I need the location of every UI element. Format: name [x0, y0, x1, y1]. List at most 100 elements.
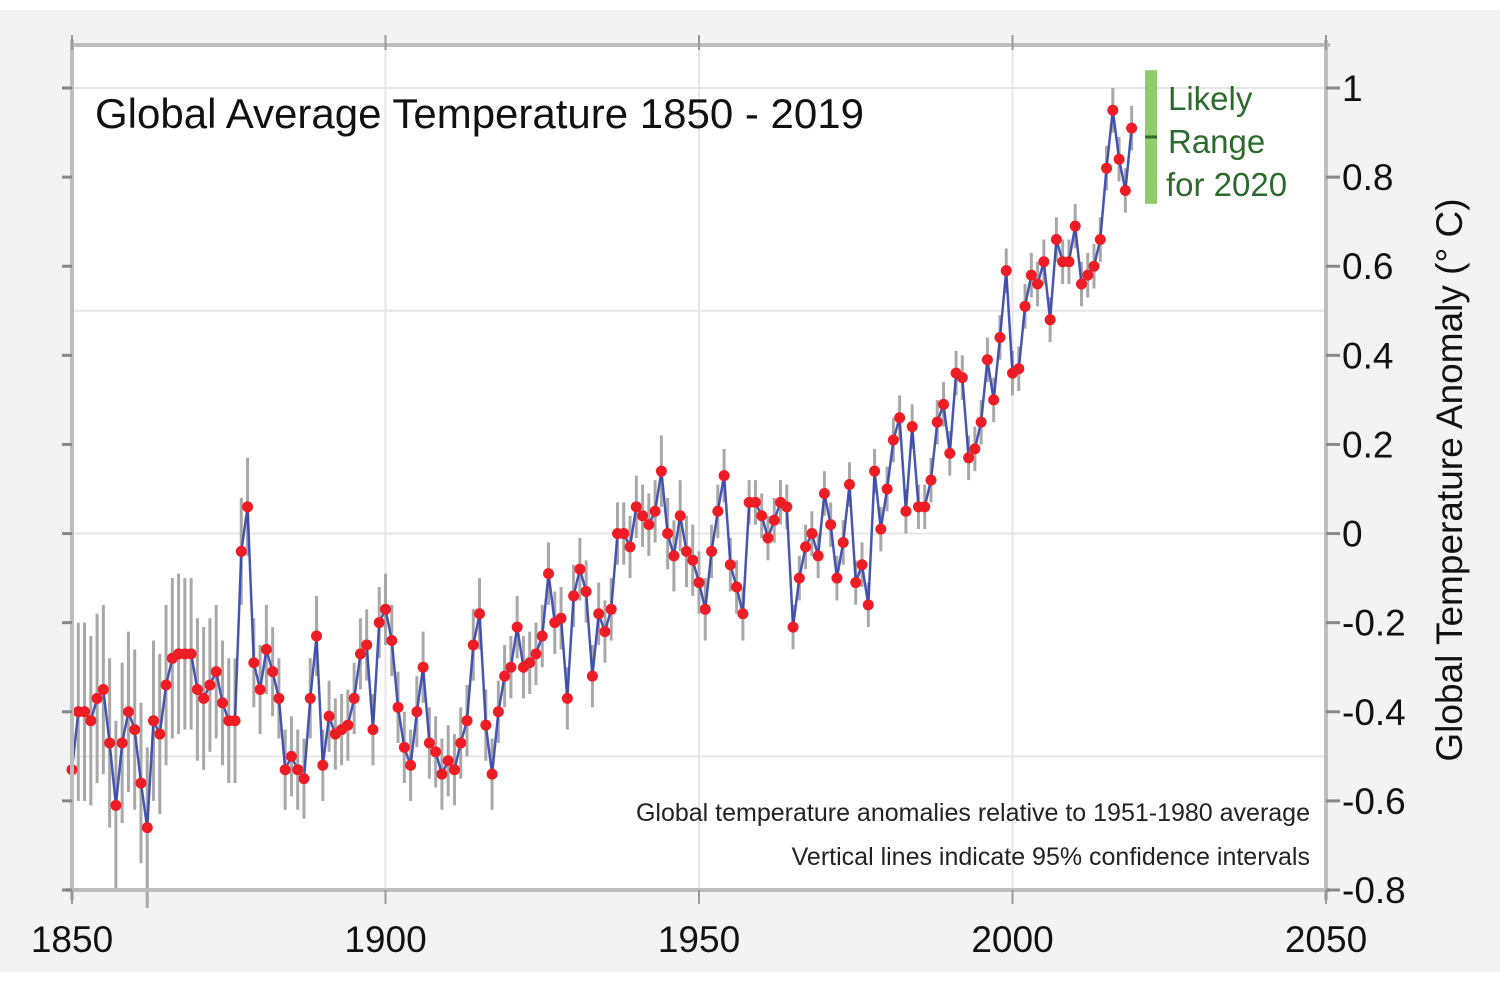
- data-point: [543, 568, 555, 580]
- data-point: [499, 670, 511, 682]
- y-tick-label: 1: [1342, 68, 1363, 109]
- data-point: [235, 545, 247, 557]
- data-point: [148, 715, 160, 727]
- data-point: [674, 510, 686, 522]
- x-tick-labels: 1850 1900 1950 2000 2050: [31, 919, 1367, 960]
- data-point: [505, 661, 517, 673]
- data-point: [398, 741, 410, 753]
- annotation-baseline: Global temperature anomalies relative to…: [636, 799, 1310, 827]
- data-point: [568, 590, 580, 602]
- data-point: [455, 737, 467, 749]
- data-point: [643, 519, 655, 531]
- data-point: [254, 684, 266, 695]
- data-point: [561, 692, 573, 704]
- data-point: [1050, 233, 1062, 245]
- data-point: [731, 581, 743, 593]
- data-point: [724, 559, 736, 571]
- data-point: [1126, 122, 1138, 134]
- data-point: [969, 443, 981, 455]
- x-tick-label: 2000: [971, 919, 1053, 960]
- data-point: [298, 773, 310, 785]
- y-tick-label: 0.8: [1342, 157, 1393, 198]
- data-point: [405, 759, 417, 771]
- y-tick-label: 0: [1342, 514, 1363, 555]
- data-point: [649, 505, 661, 517]
- data-point: [292, 764, 304, 776]
- data-point: [906, 421, 918, 433]
- data-point: [718, 470, 730, 482]
- data-point: [317, 759, 329, 771]
- chart-title: Global Average Temperature 1850 - 2019: [95, 90, 864, 137]
- data-point: [1088, 260, 1100, 272]
- likely-range-label-line2: Range: [1168, 123, 1265, 160]
- data-point: [699, 603, 711, 615]
- data-point: [831, 572, 843, 584]
- data-point: [574, 563, 586, 575]
- likely-range-2020: [1145, 70, 1157, 204]
- data-point: [323, 710, 335, 722]
- data-point: [630, 501, 642, 513]
- data-point: [104, 737, 116, 749]
- data-point: [423, 737, 435, 749]
- data-point: [1082, 269, 1094, 281]
- chart: 1850 1900 1950 2000 2050 1 0.8 0.6 0.4 0.2 0 -0.2 -…: [31, 35, 1470, 960]
- data-point: [806, 528, 818, 540]
- data-point: [925, 474, 937, 486]
- data-point: [869, 465, 881, 477]
- x-tick-label: 1900: [344, 919, 426, 960]
- data-point: [1069, 220, 1081, 232]
- data-point: [135, 777, 147, 789]
- data-point: [417, 661, 429, 673]
- y-tick-label: 0.4: [1342, 335, 1393, 376]
- data-point: [919, 501, 931, 513]
- data-point: [881, 483, 893, 495]
- data-point: [1113, 153, 1125, 165]
- data-point: [141, 822, 153, 834]
- data-point: [887, 434, 899, 446]
- data-point: [963, 452, 975, 464]
- y-tick-label: -0.2: [1342, 603, 1406, 644]
- data-point: [1032, 278, 1044, 290]
- data-point: [85, 715, 97, 727]
- data-point: [749, 496, 761, 508]
- data-point: [988, 394, 1000, 406]
- data-point: [122, 706, 134, 718]
- data-point: [511, 621, 523, 633]
- data-point: [116, 737, 128, 749]
- data-point: [605, 603, 617, 615]
- data-point: [944, 447, 956, 459]
- data-point: [91, 692, 103, 704]
- data-point: [931, 416, 943, 428]
- data-point: [1063, 256, 1075, 268]
- data-point: [781, 501, 793, 513]
- data-point: [580, 585, 592, 597]
- series-line-group: [70, 109, 1133, 829]
- data-point: [260, 643, 272, 655]
- data-point: [994, 332, 1006, 344]
- data-point: [442, 755, 454, 767]
- data-point: [79, 706, 91, 718]
- data-point: [787, 621, 799, 633]
- data-point: [956, 372, 968, 384]
- data-point: [248, 657, 260, 669]
- markers: [66, 104, 1138, 834]
- x-tick-label: 2050: [1285, 919, 1367, 960]
- data-point: [981, 354, 993, 366]
- y-tick-label: 0.6: [1342, 246, 1393, 287]
- data-point: [474, 608, 486, 620]
- data-point: [555, 612, 567, 624]
- series-line: [70, 109, 1133, 829]
- data-point: [480, 719, 492, 731]
- data-point: [354, 648, 366, 660]
- data-point: [1013, 363, 1025, 375]
- data-point: [586, 670, 598, 682]
- data-point: [204, 679, 216, 691]
- y-tick-label: 0.2: [1342, 424, 1393, 465]
- y-tick-label: -0.8: [1342, 870, 1406, 911]
- data-point: [1119, 184, 1131, 196]
- data-point: [668, 550, 680, 562]
- data-point: [392, 701, 404, 713]
- axes: [62, 35, 1340, 904]
- data-point: [768, 514, 780, 526]
- data-point: [900, 505, 912, 517]
